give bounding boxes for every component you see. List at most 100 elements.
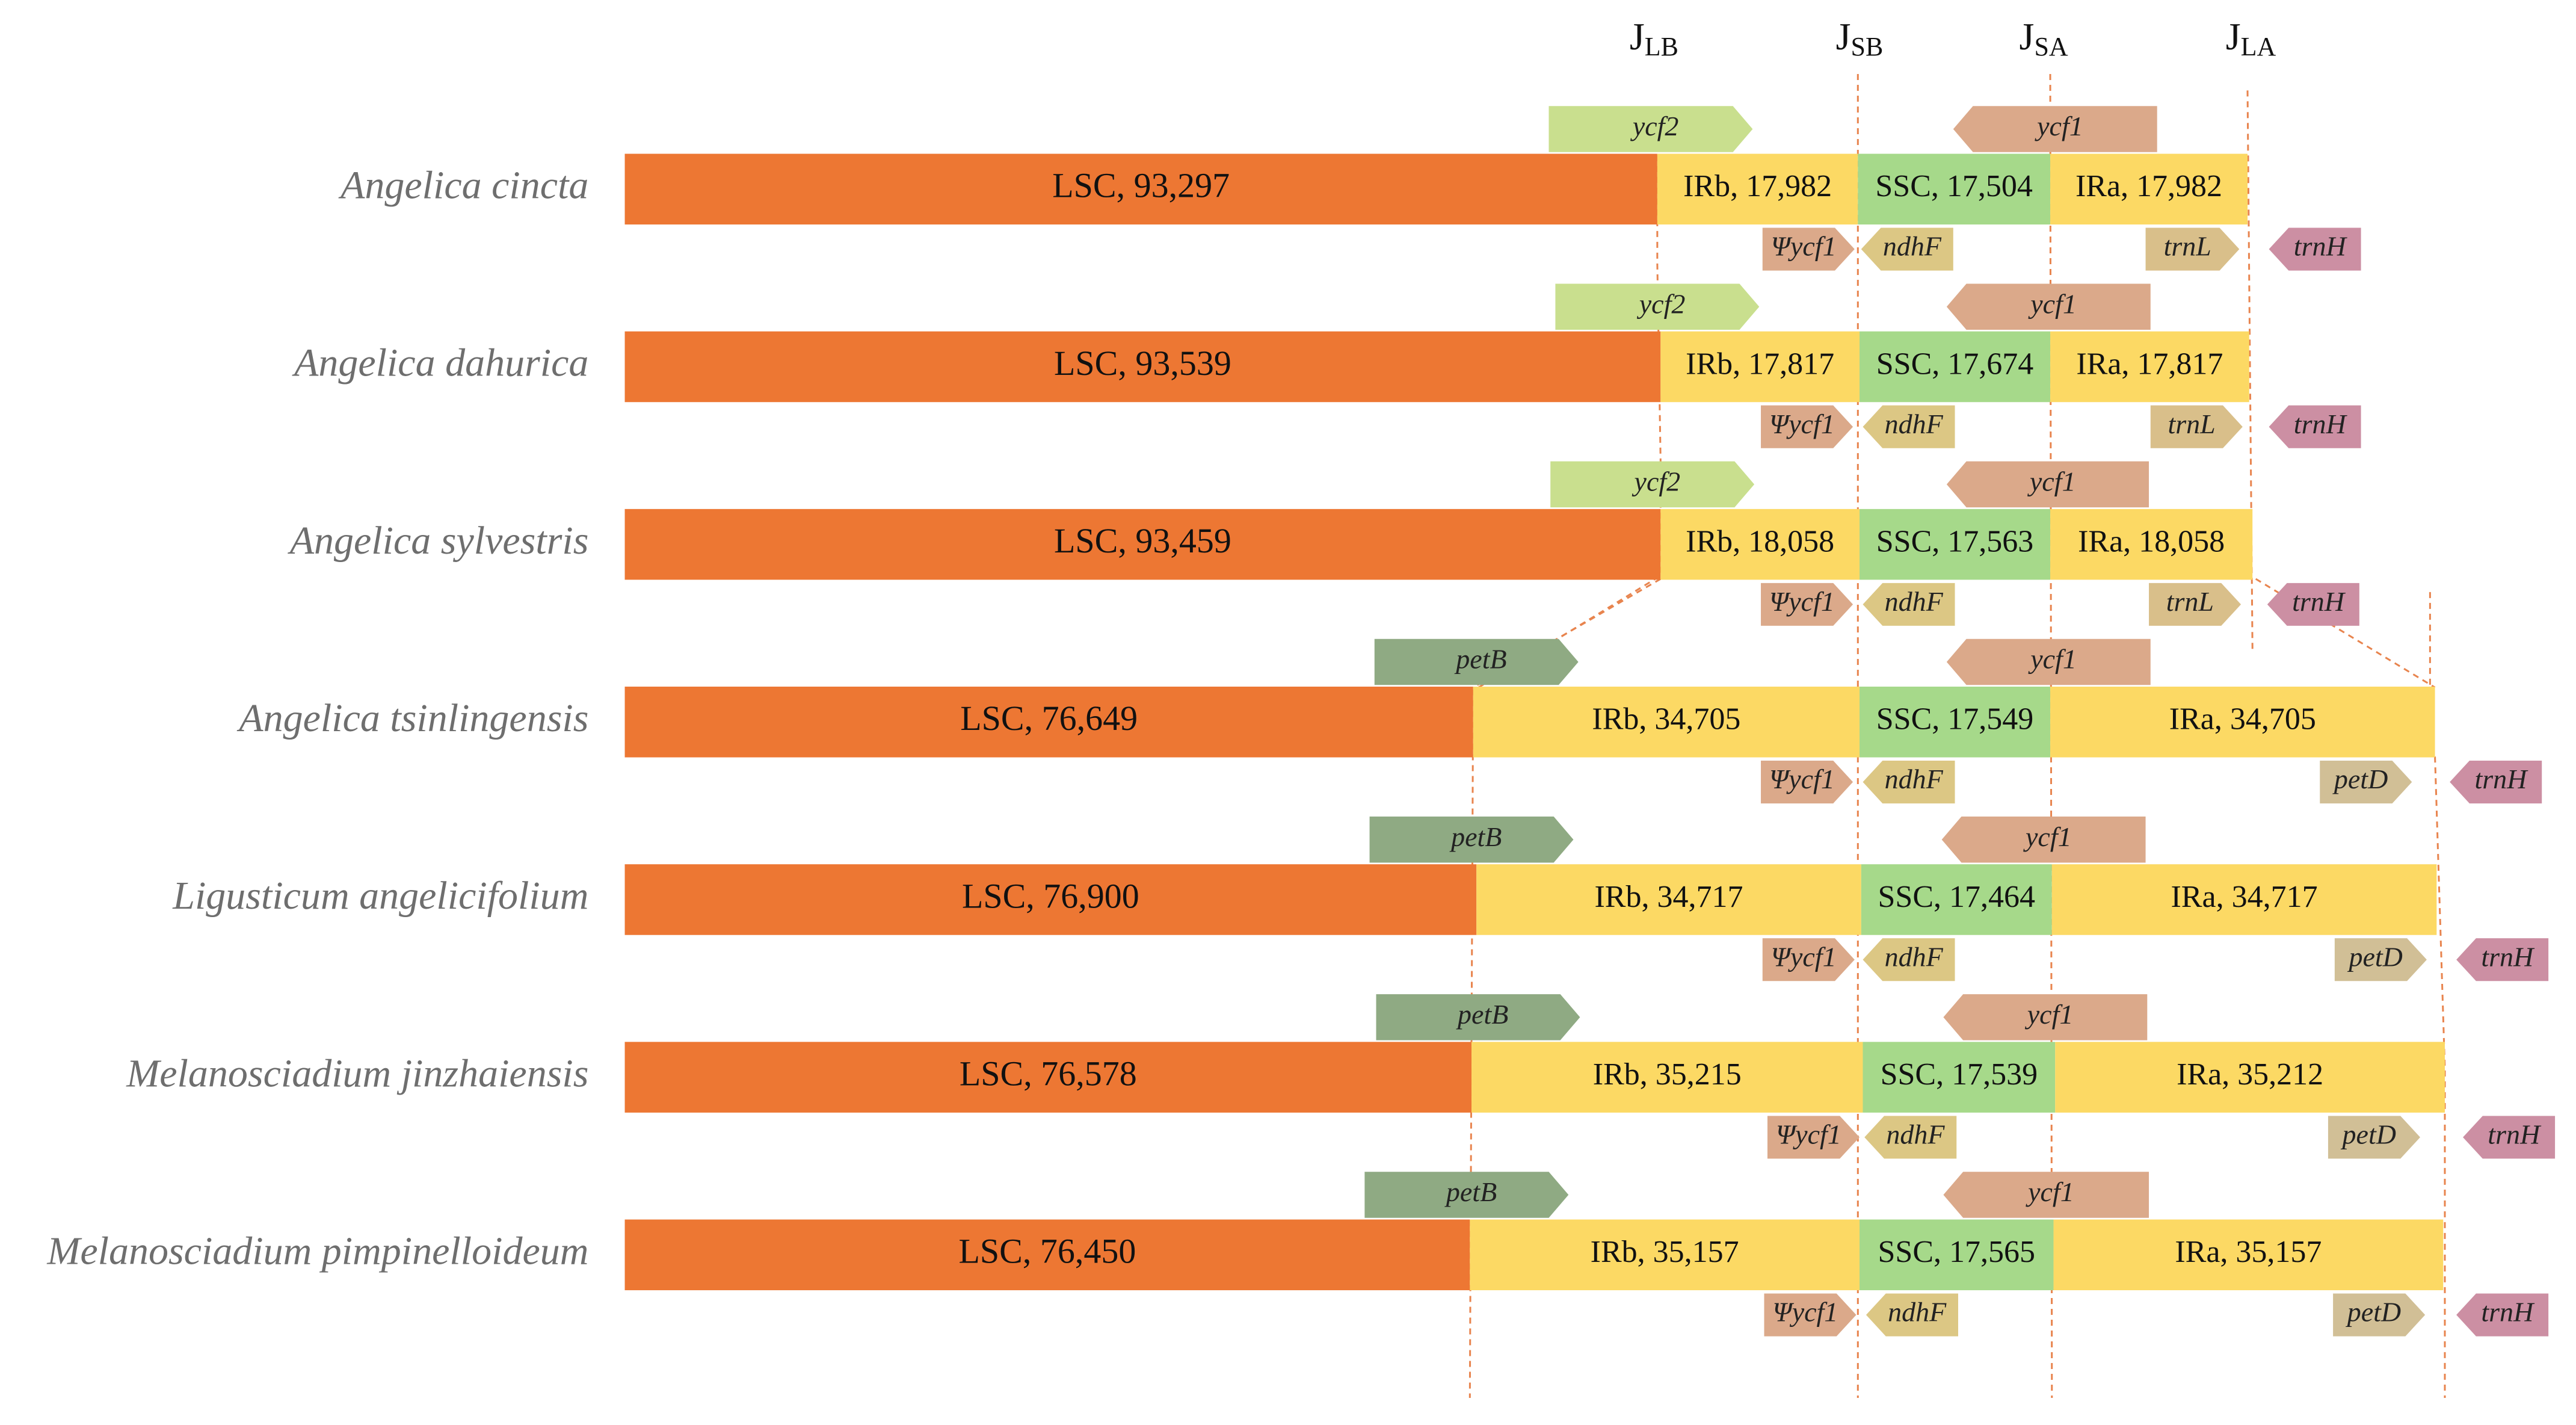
junction-label-sub: LB	[1645, 32, 1678, 61]
junction-labels: JLB JSB JSA JLA	[1630, 15, 2276, 61]
junction-label-sub: SB	[1851, 32, 1884, 61]
petD-gene-arrow	[2334, 938, 2427, 981]
ycf1-gene-label: ycf1	[2028, 288, 2077, 319]
psi-ycf1-gene-label: Ψycf1	[1771, 231, 1837, 262]
ssc-segment	[1860, 508, 2051, 580]
irb-segment	[1660, 508, 1860, 580]
lsc-label: LSC, 76,450	[958, 1232, 1136, 1271]
species-rows: Angelica cincta LSC, 93,297 IRb, 17,982 SSC…	[46, 106, 2556, 1337]
psi-ycf1-gene-label: Ψycf1	[1769, 586, 1835, 617]
trnH-gene-arrow	[2269, 227, 2361, 271]
psi-ycf1-gene-arrow	[1761, 583, 1853, 626]
psi-ycf1-gene-arrow	[1761, 761, 1853, 804]
ssc-label: SSC, 17,549	[1876, 702, 2034, 737]
trnH-gene-label: trnH	[2481, 1297, 2535, 1328]
lsc-segment	[624, 687, 1473, 758]
ycf1-gene-label: ycf1	[2023, 821, 2072, 852]
ndhF-gene-label: ndhF	[1885, 409, 1944, 439]
lsc-segment	[624, 331, 1661, 403]
species-name: Angelica cincta	[338, 163, 588, 207]
psi-ycf1-gene-label: Ψycf1	[1771, 941, 1837, 972]
ndhF-gene-label: ndhF	[1885, 764, 1944, 794]
psi-ycf1-gene-label: Ψycf1	[1776, 1119, 1841, 1149]
trnH-gene-label: trnH	[2474, 764, 2528, 794]
petB-gene-arrow	[1369, 816, 1574, 863]
trnL-gene-arrow	[2150, 405, 2243, 448]
ira-segment	[2050, 153, 2248, 225]
trnH-gene-label: trnH	[2481, 941, 2535, 972]
ssc-label: SSC, 17,464	[1878, 880, 2036, 914]
ycf1-gene-arrow	[1946, 461, 2149, 508]
ndhF-gene-arrow	[1864, 1116, 1957, 1159]
ycf1-gene-arrow	[1943, 994, 2148, 1040]
ycf2-gene-label: ycf2	[1630, 111, 1679, 141]
ira-segment	[2053, 1219, 2444, 1291]
ndhF-gene-arrow	[1863, 938, 1955, 981]
junction-label-base: J	[2020, 15, 2035, 58]
trnH-gene-arrow	[2269, 405, 2361, 448]
ssc-label: SSC, 17,674	[1876, 347, 2034, 381]
ira-segment	[2051, 864, 2437, 935]
ssc-segment	[1858, 153, 2051, 225]
petB-gene-label: petB	[1454, 644, 1506, 675]
psi-ycf1-gene-label: Ψycf1	[1769, 764, 1835, 794]
lsc-label: LSC, 93,297	[1052, 166, 1230, 205]
ssc-label: SSC, 17,565	[1878, 1235, 2036, 1269]
junction-label-sub: SA	[2034, 32, 2068, 61]
ssc-segment	[1860, 687, 2051, 758]
lsc-segment	[624, 153, 1657, 225]
species-row: Angelica sylvestris LSC, 93,459 IRb, 18,05…	[288, 461, 2359, 626]
irb-label: IRb, 35,215	[1593, 1057, 1742, 1092]
ira-label: IRa, 17,817	[2076, 347, 2223, 381]
ycf1-gene-arrow	[1941, 816, 2146, 863]
petB-gene-label: petB	[1449, 821, 1502, 852]
irb-segment	[1657, 153, 1858, 225]
ssc-segment	[1860, 1219, 2054, 1291]
species-row: Angelica cincta LSC, 93,297 IRb, 17,982 SSC…	[338, 106, 2361, 271]
ndhF-gene-label: ndhF	[1886, 1119, 1945, 1149]
irb-label: IRb, 34,705	[1592, 702, 1740, 737]
irb-label: IRb, 18,058	[1686, 525, 1834, 559]
lsc-segment	[624, 1219, 1470, 1291]
junction-label-JSA: JSA	[2020, 15, 2068, 61]
petD-gene-arrow	[2320, 761, 2412, 804]
ycf1-gene-arrow	[1946, 638, 2151, 685]
species-row: Angelica dahurica LSC, 93,539 IRb, 17,817 S…	[292, 283, 2361, 448]
lsc-segment	[624, 864, 1477, 935]
junction-label-base: J	[1630, 15, 1645, 58]
junction-label-JSB: JSB	[1836, 15, 1884, 61]
ssc-label: SSC, 17,563	[1876, 525, 2034, 559]
trnL-gene-label: trnL	[2164, 231, 2211, 262]
trnL-gene-label: trnL	[2168, 409, 2215, 439]
trnL-gene-arrow	[2149, 583, 2242, 626]
psi-ycf1-gene-label: Ψycf1	[1769, 409, 1835, 439]
lsc-label: LSC, 93,539	[1054, 344, 1231, 383]
petD-gene-label: petD	[2341, 1119, 2396, 1149]
species-name: Melanosciadium jinzhaiensis	[126, 1051, 588, 1095]
ycf1-gene-label: ycf1	[2026, 1176, 2074, 1207]
ycf1-gene-arrow	[1943, 1172, 2149, 1218]
petB-gene-arrow	[1374, 638, 1579, 685]
lsc-segment	[624, 508, 1661, 580]
petD-gene-label: petD	[2346, 1297, 2401, 1328]
petD-gene-label: petD	[2347, 941, 2402, 972]
petB-gene-label: petB	[1456, 999, 1508, 1030]
irb-label: IRb, 17,982	[1683, 169, 1832, 203]
ssc-segment	[1861, 864, 2052, 935]
ira-segment	[2050, 687, 2435, 758]
trnH-gene-arrow	[2456, 938, 2549, 981]
irb-segment	[1660, 331, 1860, 403]
ira-segment	[2050, 508, 2253, 580]
species-name: Angelica tsinlingensis	[236, 696, 588, 740]
petB-gene-arrow	[1364, 1172, 1569, 1218]
irb-segment	[1476, 864, 1861, 935]
lsc-label: LSC, 76,649	[960, 699, 1138, 738]
lsc-label: LSC, 76,578	[960, 1054, 1137, 1093]
petD-gene-label: petD	[2332, 764, 2388, 794]
irb-segment	[1473, 687, 1860, 758]
trnL-gene-arrow	[2145, 227, 2240, 271]
ndhF-gene-arrow	[1861, 227, 1953, 271]
lsc-label: LSC, 76,900	[962, 876, 1139, 915]
lsc-label: LSC, 93,459	[1054, 521, 1231, 560]
